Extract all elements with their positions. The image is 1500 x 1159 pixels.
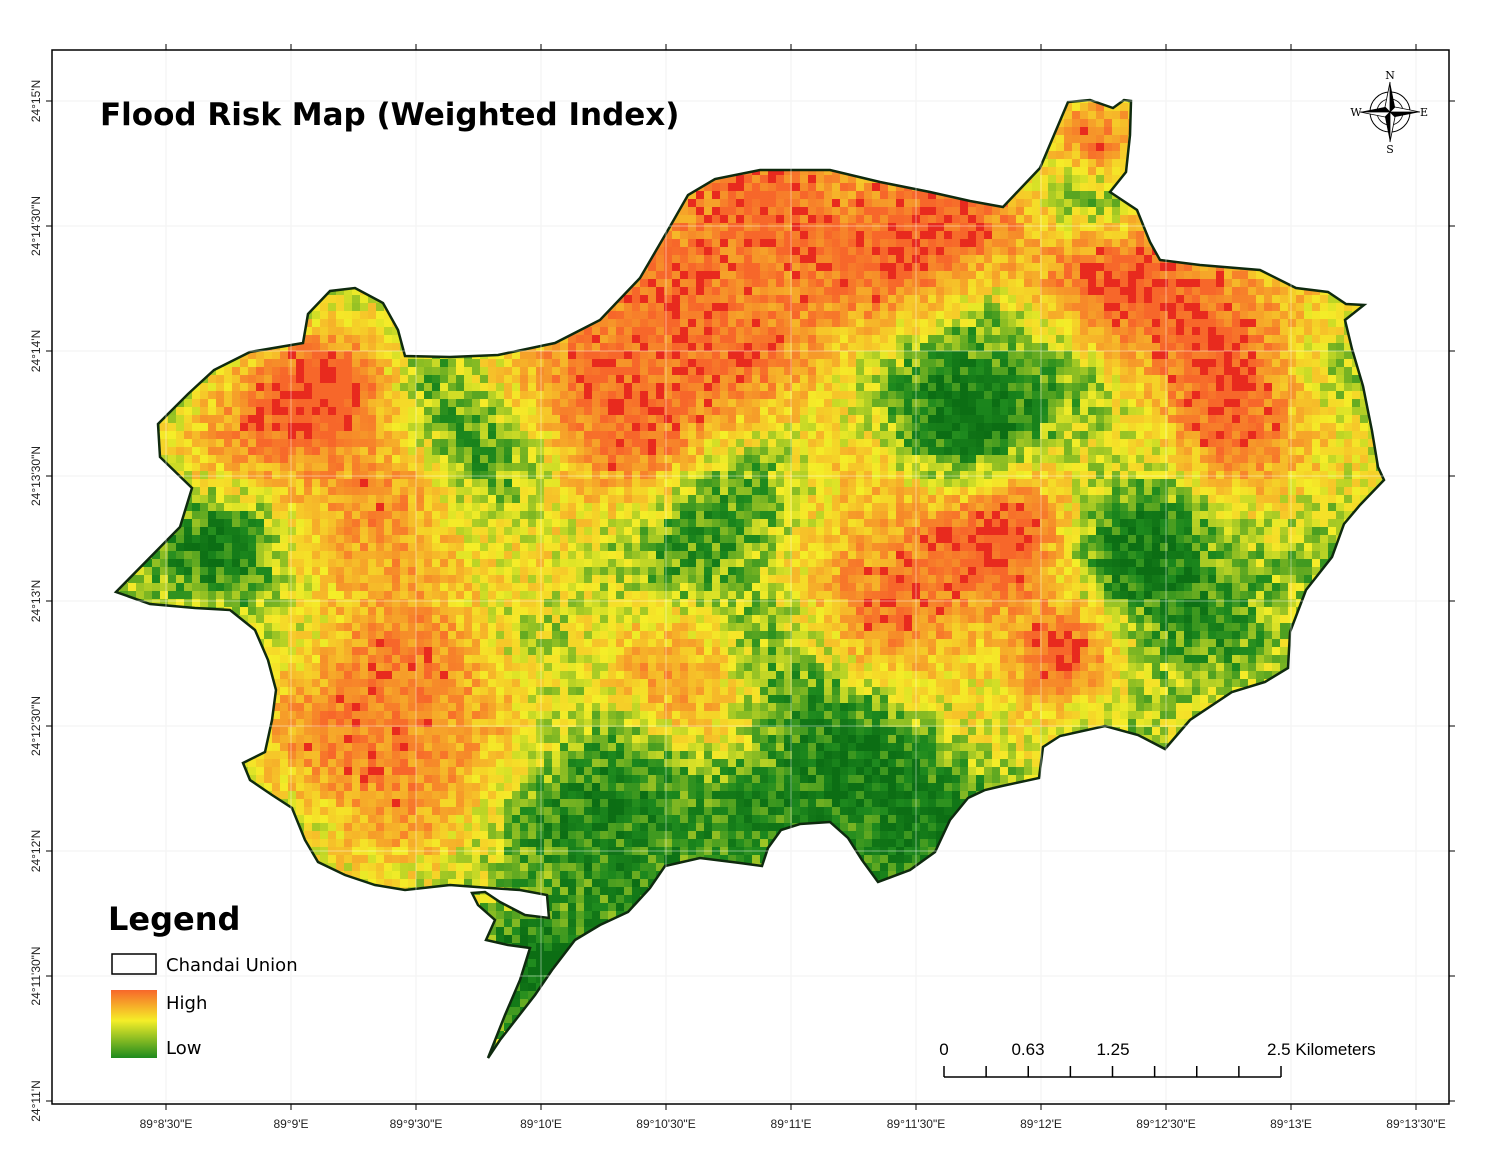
latitude-label: 24°12'30"N xyxy=(29,696,43,756)
longitude-label: 89°13'E xyxy=(1270,1117,1312,1131)
compass-west-label: W xyxy=(1350,106,1362,119)
latitude-label: 24°14'N xyxy=(29,330,43,372)
scale-bar: 0 0.63 1.25 2.5 Kilometers xyxy=(939,1040,1376,1078)
longitude-label: 89°9'30"E xyxy=(390,1117,443,1131)
longitude-label: 89°12'E xyxy=(1020,1117,1062,1131)
latitude-label: 24°15'N xyxy=(29,80,43,122)
scale-label-0: 0 xyxy=(939,1040,948,1059)
legend-boundary-swatch xyxy=(111,953,157,975)
compass-south-label: S xyxy=(1386,143,1394,156)
legend: Legend Chandai Union High Low xyxy=(108,900,298,1059)
coordinate-ticks: 89°8'30"E 89°9'E 89°9'30"E 89°10'E 89°10'30"… xyxy=(29,44,1455,1131)
latitude-label: 24°11'N xyxy=(29,1080,43,1122)
compass-north-label: N xyxy=(1385,69,1395,82)
flood-risk-raster xyxy=(116,100,1384,1058)
legend-boundary-label: Chandai Union xyxy=(166,955,298,976)
longitude-label: 89°13'30"E xyxy=(1386,1117,1445,1131)
compass-east-label: E xyxy=(1420,106,1428,119)
north-arrow-icon: N S E W xyxy=(1350,69,1428,156)
scale-label-063: 0.63 xyxy=(1011,1040,1044,1059)
longitude-label: 89°11'30"E xyxy=(887,1117,946,1131)
longitude-label: 89°8'30"E xyxy=(140,1117,193,1131)
map-frame xyxy=(51,49,1450,1105)
graticule-overlay xyxy=(52,50,1449,1104)
map-title: Flood Risk Map (Weighted Index) xyxy=(100,97,679,133)
longitude-label: 89°12'30"E xyxy=(1136,1117,1195,1131)
latitude-label: 24°13'N xyxy=(29,580,43,622)
latitude-label: 24°14'30"N xyxy=(29,196,43,256)
longitude-label: 89°9'E xyxy=(273,1117,308,1131)
legend-low-label: Low xyxy=(166,1038,201,1059)
longitude-label: 89°10'E xyxy=(520,1117,562,1131)
latitude-label: 24°11'30"N xyxy=(29,946,43,1005)
longitude-label: 89°11'E xyxy=(771,1117,812,1131)
latitude-label: 24°13'30"N xyxy=(29,446,43,506)
longitude-label: 89°10'30"E xyxy=(636,1117,695,1131)
scale-label-125: 1.25 xyxy=(1096,1040,1129,1059)
scale-label-25-km: 2.5 Kilometers xyxy=(1267,1040,1376,1059)
chandai-union-boundary xyxy=(113,98,1386,1059)
legend-title: Legend xyxy=(108,900,240,938)
legend-high-label: High xyxy=(166,993,207,1014)
latitude-label: 24°12'N xyxy=(29,830,43,872)
legend-risk-ramp xyxy=(111,990,157,1058)
